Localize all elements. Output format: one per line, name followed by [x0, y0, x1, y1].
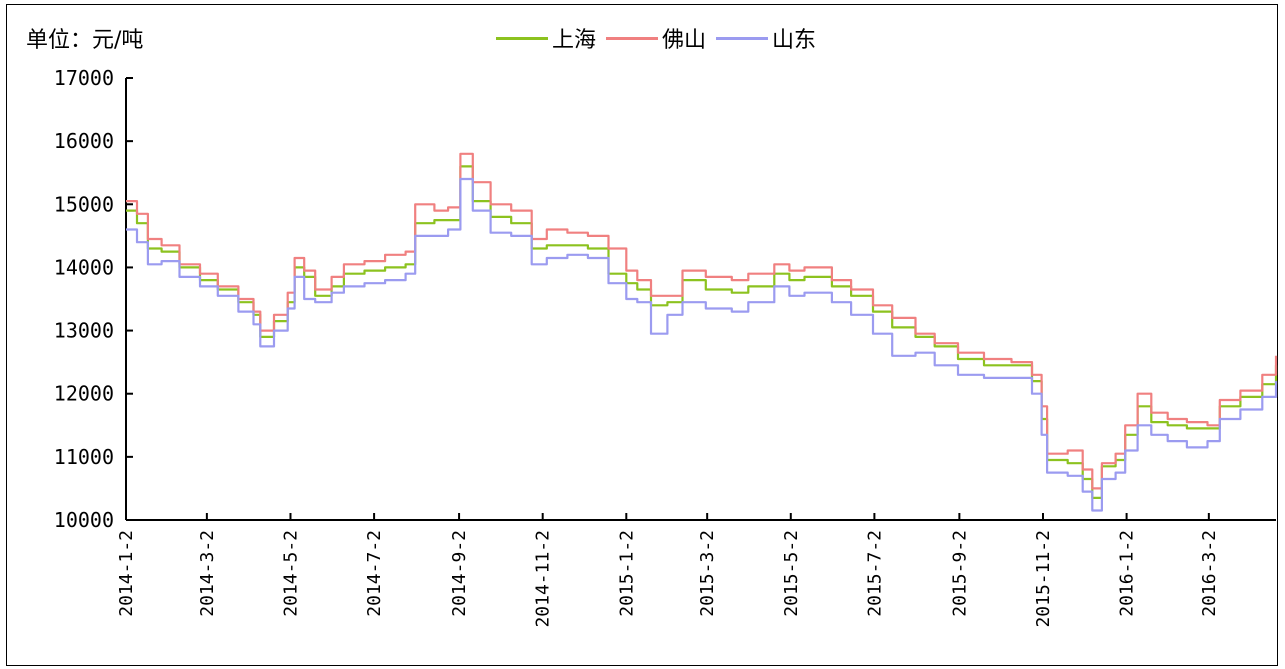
y-tick-label: 11000 — [54, 445, 114, 469]
x-tick-label: 2014-11-2 — [533, 530, 554, 628]
legend-swatch-shandong — [716, 36, 769, 40]
x-tick-label: 2015-3-2 — [697, 530, 718, 617]
legend-item-shanghai: 上海 — [496, 22, 596, 54]
y-tick-label: 16000 — [54, 129, 114, 153]
y-tick-label: 12000 — [54, 382, 114, 406]
series-line-shandong — [126, 177, 1278, 512]
x-tick-label: 2015-11-2 — [1033, 530, 1054, 628]
x-tick-label: 2014-1-2 — [116, 530, 137, 617]
x-tick-label: 2016-3-2 — [1199, 530, 1220, 617]
unit-label: 单位：元/吨 — [26, 28, 144, 53]
legend-label-shandong: 山东 — [772, 28, 817, 53]
x-tick-label: 2014-5-2 — [280, 530, 301, 617]
legend-label-foshan: 佛山 — [662, 28, 707, 53]
y-tick-label: 17000 — [54, 66, 114, 90]
x-tick-label: 2014-7-2 — [364, 530, 385, 617]
legend: 上海 佛山 山东 — [496, 22, 826, 54]
legend-swatch-shanghai — [496, 36, 548, 40]
y-tick-label: 13000 — [54, 319, 114, 343]
x-tick-label: 2015-5-2 — [781, 530, 802, 617]
x-tick-label: 2014-9-2 — [449, 530, 470, 617]
legend-item-foshan: 佛山 — [606, 22, 706, 54]
legend-swatch-foshan — [606, 36, 659, 40]
x-tick-label: 2015-9-2 — [949, 530, 970, 617]
series-line-foshan — [126, 152, 1278, 490]
legend-label-shanghai: 上海 — [552, 28, 597, 53]
y-tick-label: 15000 — [54, 192, 114, 216]
y-tick-label: 10000 — [54, 508, 114, 532]
x-tick-label: 2016-1-2 — [1117, 530, 1138, 617]
legend-item-shandong: 山东 — [716, 22, 816, 54]
y-tick-label: 14000 — [54, 255, 114, 279]
chart-frame — [6, 4, 1278, 666]
x-tick-label: 2015-7-2 — [864, 530, 885, 617]
series-line-shanghai — [126, 165, 1278, 499]
x-tick-label: 2014-3-2 — [197, 530, 218, 617]
x-tick-label: 2015-1-2 — [616, 530, 637, 617]
